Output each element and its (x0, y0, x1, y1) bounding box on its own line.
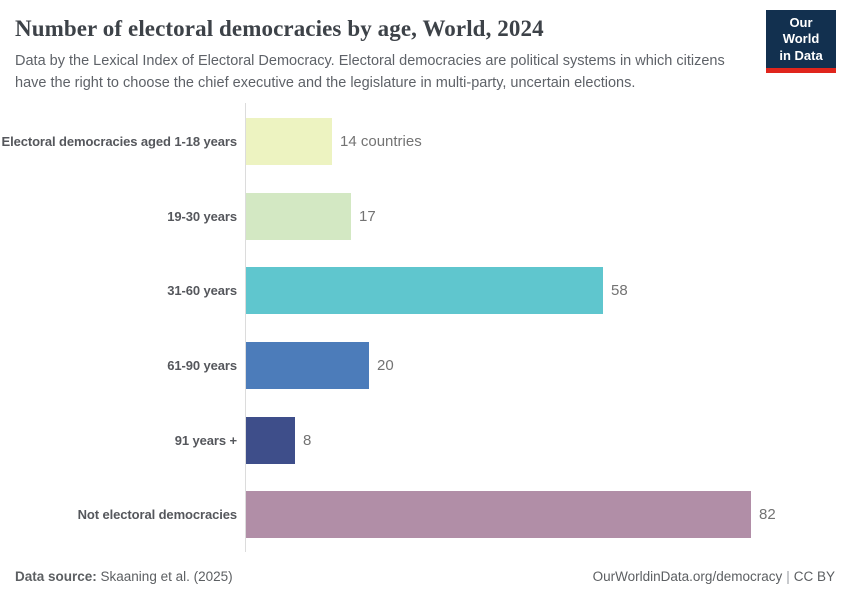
bar-wrap: 82 (246, 491, 776, 539)
bar-row: Not electoral democracies 82 (0, 477, 850, 552)
value-label: 20 (377, 356, 394, 374)
chart-footer: Data source: Skaaning et al. (2025) OurW… (15, 569, 835, 584)
data-source-value: Skaaning et al. (2025) (96, 569, 233, 584)
data-source: Data source: Skaaning et al. (2025) (15, 569, 233, 584)
owid-logo-line2: in Data (779, 47, 823, 63)
owid-logo[interactable]: Our World in Data (766, 10, 836, 73)
data-source-label: Data source: (15, 569, 97, 584)
bar-chart: Electoral democracies aged 1-18 years 14… (0, 103, 850, 552)
category-label: 19-30 years (167, 208, 237, 224)
chart-subtitle: Data by the Lexical Index of Electoral D… (15, 53, 725, 91)
footer-links: OurWorldinData.org/democracy | CC BY (593, 569, 835, 584)
bar-row: 91 years + 8 (0, 403, 850, 478)
category-label: 91 years + (174, 432, 237, 448)
chart-title: Number of electoral democracies by age, … (15, 16, 544, 41)
value-label: 82 (759, 506, 776, 524)
category-label: Not electoral democracies (77, 507, 237, 523)
bar-row: Electoral democracies aged 1-18 years 14… (0, 104, 850, 179)
bar-row: 61-90 years 20 (0, 328, 850, 403)
bar-wrap: 8 (246, 416, 312, 464)
category-label: 61-90 years (167, 357, 237, 373)
chart-header: Number of electoral democracies by age, … (0, 0, 850, 95)
category-label: 31-60 years (167, 283, 237, 299)
owid-logo-line1: Our World (782, 15, 820, 47)
bar-wrap: 17 (246, 192, 376, 240)
bar[interactable] (246, 192, 351, 240)
bar[interactable] (246, 117, 332, 165)
bar-row: 19-30 years 17 (0, 179, 850, 254)
bar-wrap: 58 (246, 267, 628, 315)
owid-url-link[interactable]: OurWorldinData.org/democracy (592, 569, 783, 584)
bar-wrap: 20 (246, 341, 394, 389)
category-label: Electoral democracies aged 1-18 years (1, 133, 238, 149)
bar[interactable] (246, 267, 603, 315)
bar-row: 31-60 years 58 (0, 253, 850, 328)
bar-rows: Electoral democracies aged 1-18 years 14… (0, 104, 850, 552)
bar[interactable] (246, 416, 295, 464)
y-axis-line (245, 103, 246, 552)
bar[interactable] (246, 491, 751, 539)
value-label: 14 countries (340, 132, 422, 150)
value-label: 8 (303, 431, 312, 449)
bar[interactable] (246, 341, 369, 389)
license-label: CC BY (793, 569, 835, 584)
footer-divider: | (786, 569, 790, 584)
value-label: 17 (359, 207, 376, 225)
bar-wrap: 14 countries (246, 117, 422, 165)
value-label: 58 (611, 282, 628, 300)
